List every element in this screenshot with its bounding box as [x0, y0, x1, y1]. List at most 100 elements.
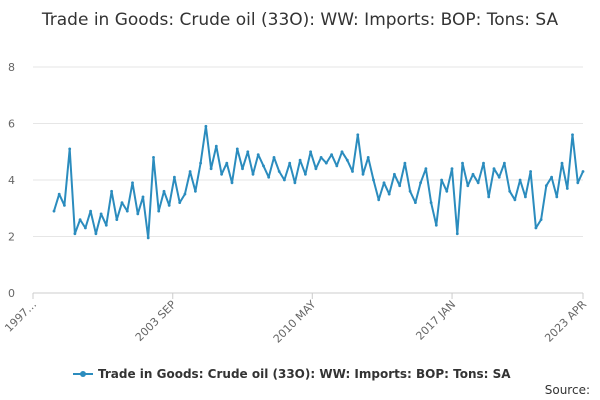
data-point[interactable]	[377, 198, 381, 202]
data-point[interactable]	[225, 161, 229, 165]
data-point[interactable]	[63, 204, 66, 207]
data-point[interactable]	[251, 172, 255, 176]
data-point[interactable]	[241, 167, 244, 171]
data-point[interactable]	[178, 201, 182, 205]
data-point[interactable]	[508, 189, 512, 193]
data-point[interactable]	[188, 170, 192, 173]
data-point[interactable]	[330, 153, 333, 157]
data-point[interactable]	[230, 181, 234, 185]
data-point[interactable]	[272, 156, 276, 159]
data-point[interactable]	[277, 170, 281, 173]
data-point[interactable]	[524, 195, 527, 199]
data-point[interactable]	[455, 232, 459, 236]
data-point[interactable]	[372, 178, 375, 182]
data-point[interactable]	[167, 204, 171, 207]
data-point[interactable]	[298, 158, 302, 162]
data-point[interactable]	[246, 150, 250, 154]
data-point[interactable]	[487, 195, 491, 199]
data-point[interactable]	[199, 161, 203, 165]
data-point[interactable]	[283, 178, 286, 182]
data-point[interactable]	[99, 212, 103, 216]
data-point[interactable]	[84, 226, 87, 230]
data-point[interactable]	[194, 189, 197, 193]
data-point[interactable]	[414, 201, 417, 205]
data-point[interactable]	[131, 181, 134, 185]
data-point[interactable]	[351, 170, 354, 173]
data-point[interactable]	[335, 164, 339, 168]
data-point[interactable]	[94, 232, 98, 236]
data-point[interactable]	[314, 167, 318, 171]
data-point[interactable]	[345, 158, 349, 162]
data-point[interactable]	[434, 223, 438, 227]
data-point[interactable]	[267, 175, 271, 179]
data-point[interactable]	[209, 167, 213, 171]
data-point[interactable]	[110, 189, 113, 193]
data-point[interactable]	[382, 181, 386, 185]
data-point[interactable]	[293, 181, 297, 185]
data-point[interactable]	[544, 184, 548, 188]
data-point[interactable]	[387, 192, 391, 196]
data-point[interactable]	[408, 189, 412, 193]
data-point[interactable]	[136, 212, 140, 216]
data-point[interactable]	[581, 170, 585, 173]
data-point[interactable]	[309, 150, 312, 154]
data-point[interactable]	[78, 218, 82, 222]
data-point[interactable]	[57, 192, 61, 196]
data-point[interactable]	[513, 198, 517, 202]
data-point[interactable]	[235, 147, 239, 151]
data-point[interactable]	[476, 181, 480, 185]
data-point[interactable]	[539, 218, 543, 222]
data-point[interactable]	[52, 209, 56, 213]
data-point[interactable]	[173, 175, 176, 179]
data-point[interactable]	[576, 181, 580, 185]
data-point[interactable]	[461, 161, 464, 165]
data-point[interactable]	[262, 164, 265, 168]
data-point[interactable]	[356, 133, 360, 137]
data-point[interactable]	[340, 150, 344, 154]
data-point[interactable]	[534, 226, 538, 230]
data-point[interactable]	[482, 161, 485, 165]
data-point[interactable]	[183, 192, 187, 196]
data-point[interactable]	[503, 161, 506, 165]
data-point[interactable]	[157, 209, 161, 213]
data-point[interactable]	[115, 218, 119, 222]
data-point[interactable]	[550, 175, 553, 179]
data-point[interactable]	[518, 178, 522, 182]
data-point[interactable]	[141, 195, 145, 199]
data-point[interactable]	[204, 124, 208, 128]
data-point[interactable]	[492, 167, 496, 171]
data-point[interactable]	[104, 223, 108, 227]
data-point[interactable]	[304, 172, 307, 176]
data-point[interactable]	[146, 236, 150, 240]
data-point[interactable]	[361, 172, 365, 176]
data-point[interactable]	[152, 156, 155, 159]
data-point[interactable]	[471, 172, 475, 176]
data-point[interactable]	[256, 153, 260, 157]
data-point[interactable]	[220, 172, 224, 176]
source-label[interactable]: Source:	[545, 383, 590, 397]
data-point[interactable]	[450, 167, 454, 171]
data-point[interactable]	[403, 161, 407, 165]
data-point[interactable]	[555, 195, 559, 199]
legend[interactable]: Trade in Goods: Crude oil (33O): WW: Imp…	[73, 367, 511, 381]
data-point[interactable]	[73, 232, 77, 236]
data-point[interactable]	[424, 167, 428, 171]
data-point[interactable]	[466, 184, 470, 188]
data-point[interactable]	[571, 133, 574, 137]
data-point[interactable]	[398, 184, 402, 188]
data-point[interactable]	[440, 178, 443, 182]
data-point[interactable]	[324, 161, 328, 165]
data-point[interactable]	[125, 209, 129, 213]
data-point[interactable]	[419, 181, 422, 185]
data-point[interactable]	[288, 161, 292, 165]
data-point[interactable]	[529, 170, 532, 173]
data-point[interactable]	[89, 209, 92, 213]
data-point[interactable]	[120, 201, 124, 205]
data-point[interactable]	[214, 144, 218, 148]
data-point[interactable]	[429, 201, 433, 205]
data-point[interactable]	[319, 156, 323, 159]
data-point[interactable]	[393, 172, 396, 176]
data-point[interactable]	[366, 156, 370, 159]
data-point[interactable]	[497, 175, 501, 179]
data-point[interactable]	[565, 187, 569, 190]
